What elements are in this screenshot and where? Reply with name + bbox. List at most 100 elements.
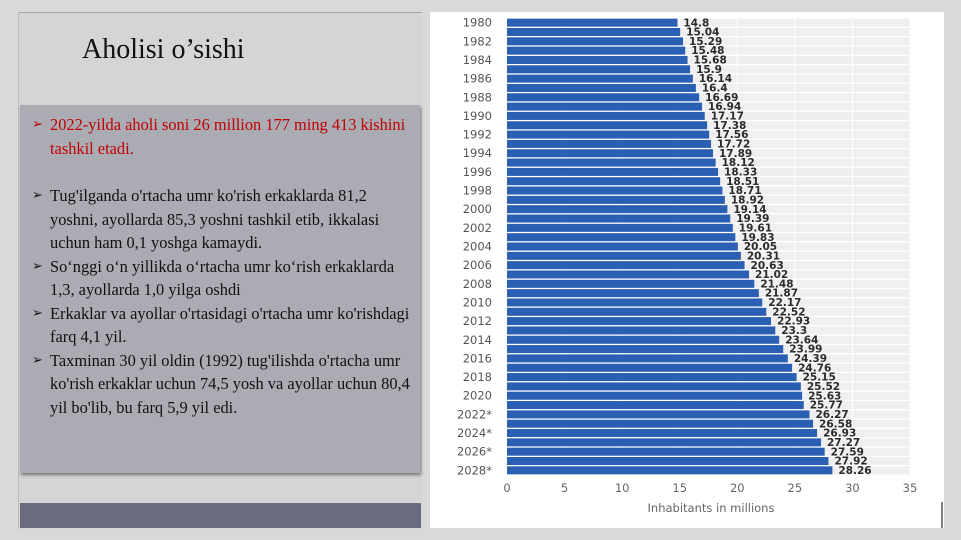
bar-value-label: 19.14 <box>733 204 766 216</box>
bullet-item: ➢ Tug'ilganda o'rtacha umr ko'rish erkakl… <box>32 184 412 255</box>
category-tick-label: 2028* <box>457 463 492 477</box>
bar-value-label: 26.58 <box>819 418 852 430</box>
bar-value-label: 17.56 <box>715 129 748 141</box>
bar-value-label: 22.17 <box>768 297 801 309</box>
bar-value-label: 24.39 <box>794 353 827 365</box>
bar <box>507 307 767 316</box>
bar-value-label: 17.17 <box>711 111 744 123</box>
bar <box>507 438 821 447</box>
bar <box>507 223 733 232</box>
category-tick-label: 2006 <box>463 258 492 272</box>
category-tick-label: 1984 <box>463 53 492 67</box>
bar-value-label: 27.27 <box>827 437 860 449</box>
slide-title: Aholisi o’sishi <box>82 34 245 65</box>
bar <box>507 456 829 466</box>
bar <box>507 317 772 326</box>
bar <box>507 195 725 204</box>
bar-value-label: 20.05 <box>744 241 777 253</box>
bar-value-label: 22.52 <box>772 306 805 318</box>
bar <box>507 401 804 410</box>
bar <box>507 391 803 400</box>
bar <box>507 289 759 298</box>
grid-band <box>507 65 910 74</box>
bar <box>507 233 736 242</box>
grid-band <box>507 46 910 55</box>
bar <box>507 93 700 102</box>
bar <box>507 121 708 130</box>
bar-value-label: 21.48 <box>760 278 793 290</box>
bar <box>507 447 825 456</box>
bar <box>507 27 681 37</box>
grid-band <box>507 121 910 130</box>
arrow-bullet-icon: ➢ <box>32 188 43 203</box>
bar-value-label: 23.64 <box>785 334 818 346</box>
bar <box>507 251 741 260</box>
bar <box>507 261 745 270</box>
grid-band <box>507 74 910 83</box>
bar-value-label: 28.26 <box>838 465 871 477</box>
bar <box>507 37 684 46</box>
bullet-item: ➢ Erkaklar va ayollar o'rtasidagi o'rtach… <box>32 302 412 349</box>
category-tick-label: 2024* <box>457 426 492 440</box>
category-tick-label: 2018 <box>463 370 492 384</box>
category-tick-label: 2010 <box>463 295 492 309</box>
category-tick-label: 2026* <box>457 445 492 459</box>
grid-band <box>507 102 910 111</box>
bar-value-label: 19.61 <box>739 222 772 234</box>
bar <box>507 298 763 307</box>
bar-value-label: 15.29 <box>689 36 722 48</box>
bar-value-label: 25.52 <box>807 381 840 393</box>
category-tick-label: 1980 <box>463 16 492 30</box>
arrow-bullet-icon: ➢ <box>32 352 43 368</box>
bullet-text: Taxminan 30 yil oldin (1992) tug'ilishda… <box>50 350 410 417</box>
bar <box>507 83 696 92</box>
bar-value-label: 15.48 <box>691 45 724 57</box>
bar-value-label: 17.72 <box>717 139 750 151</box>
bar <box>507 354 788 363</box>
bar-value-label: 16.69 <box>705 92 738 104</box>
x-tick-label: 5 <box>561 481 568 495</box>
category-tick-label: 1994 <box>463 146 492 160</box>
bar <box>507 149 713 158</box>
x-tick-label: 0 <box>503 481 510 495</box>
bar-value-label: 16.4 <box>702 83 728 95</box>
bar-value-label: 26.27 <box>815 409 848 421</box>
x-tick-label: 10 <box>615 481 630 495</box>
category-tick-label: 2000 <box>463 202 492 216</box>
category-tick-label: 2004 <box>463 240 492 254</box>
bar <box>507 74 693 83</box>
x-tick-label: 15 <box>672 481 687 495</box>
grid-band <box>507 27 910 37</box>
category-tick-label: 2014 <box>463 333 492 347</box>
bullet-list: ➢ 2022-yilda aholi soni 26 million 177 mi… <box>20 105 420 419</box>
bar-value-label: 16.94 <box>708 101 741 113</box>
grid-band <box>507 55 910 64</box>
bullet-text: Tug'ilganda o'rtacha umr ko'rish erkakla… <box>50 186 380 252</box>
bar-value-label: 21.02 <box>755 269 788 281</box>
bar <box>507 167 719 176</box>
bar-value-label: 27.59 <box>831 446 864 458</box>
bullet-item: ➢ Taxminan 30 yil oldin (1992) tug'ilishd… <box>32 349 412 420</box>
bar <box>507 65 691 74</box>
category-tick-label: 1986 <box>463 72 492 86</box>
bar <box>507 18 678 27</box>
bar-value-label: 18.92 <box>731 194 764 206</box>
x-tick-label: 35 <box>903 481 918 495</box>
grid-band <box>507 93 910 102</box>
bar-value-label: 16.14 <box>699 73 732 85</box>
grid-band <box>507 37 910 46</box>
grid-band <box>507 18 910 27</box>
bullet-text: So‘nggi o‘n yillikda o‘rtacha umr ko‘ris… <box>50 256 395 300</box>
bar-value-label: 14.8 <box>683 17 709 29</box>
bar <box>507 214 731 223</box>
bar <box>507 279 755 288</box>
bar <box>507 270 750 279</box>
bar-value-label: 19.83 <box>741 232 774 244</box>
bar <box>507 55 688 64</box>
bar <box>507 363 793 372</box>
bar <box>507 410 810 419</box>
bar-value-label: 23.3 <box>781 325 807 337</box>
bar-value-label: 15.9 <box>696 64 722 76</box>
bar-value-label: 18.12 <box>722 157 755 169</box>
category-tick-label: 1982 <box>463 34 492 48</box>
